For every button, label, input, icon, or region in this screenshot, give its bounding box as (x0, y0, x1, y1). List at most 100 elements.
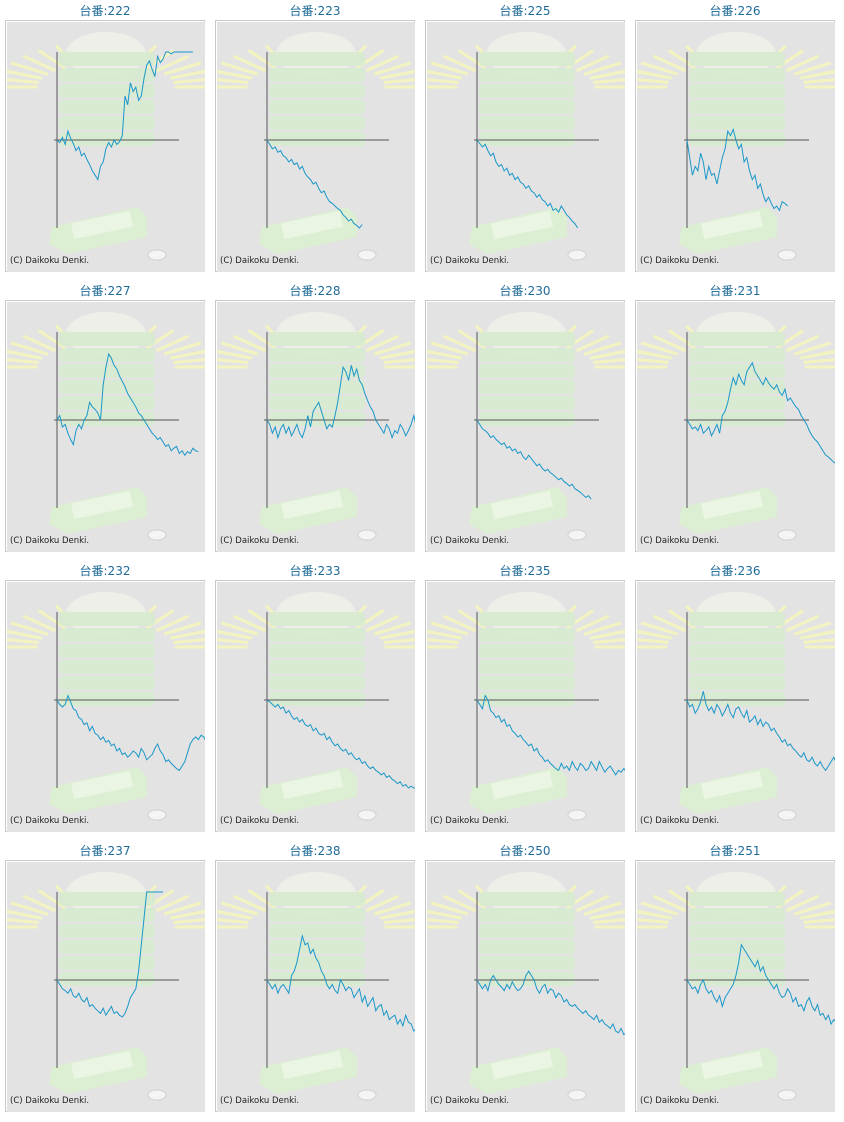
machine-number-title[interactable]: 台番:251 (709, 844, 761, 858)
graph-frame: (C) Daikoku Denki. (5, 20, 205, 272)
machine-number-title[interactable]: 台番:223 (289, 4, 341, 18)
bottom-tray-inner (280, 1050, 344, 1080)
machine-number-title[interactable]: 台番:235 (499, 564, 551, 578)
copyright-text: (C) Daikoku Denki. (430, 816, 509, 826)
machine-number-title[interactable]: 台番:238 (289, 844, 341, 858)
machine-number-title[interactable]: 台番:233 (289, 564, 341, 578)
sun-ray (584, 341, 622, 356)
tray-shape (689, 892, 785, 906)
sun-ray (233, 615, 266, 632)
machine-number-title[interactable]: 台番:236 (709, 564, 761, 578)
machine-number-title[interactable]: 台番:250 (499, 844, 551, 858)
sun-ray (156, 55, 189, 72)
tray-shape (269, 956, 365, 970)
machine-number-title[interactable]: 台番:222 (79, 4, 131, 18)
data-series-line (56, 51, 193, 181)
slump-graph: (C) Daikoku Denki. (427, 22, 625, 272)
copyright-text: (C) Daikoku Denki. (220, 816, 299, 826)
slump-graph: (C) Daikoku Denki. (217, 582, 415, 832)
machine-number-title[interactable]: 台番:232 (79, 564, 131, 578)
sun-ray (653, 895, 686, 912)
tray-shape (689, 332, 785, 346)
bottom-tray-inner (490, 210, 554, 240)
sun-ray (786, 335, 819, 352)
data-series-line (476, 139, 579, 229)
graph-frame: (C) Daikoku Denki. (215, 300, 415, 552)
tray-shape (479, 348, 575, 362)
machine-number-title[interactable]: 台番:227 (79, 284, 131, 298)
sun-ray (430, 621, 468, 636)
tray-shape (689, 676, 785, 690)
tray-shape (479, 692, 575, 706)
sun-ray (217, 78, 249, 84)
machine-number-title[interactable]: 台番:226 (709, 4, 761, 18)
sun-ray (794, 901, 832, 916)
tray-shape (479, 332, 575, 346)
tray-shape (689, 972, 785, 986)
coin-shape (357, 529, 377, 541)
graph-frame: (C) Daikoku Denki. (5, 300, 205, 552)
tray-shape (59, 676, 155, 690)
machine-illustration-watermark (217, 592, 415, 821)
sun-ray (427, 78, 459, 84)
data-series-line (266, 699, 415, 789)
machine-illustration-watermark (427, 32, 625, 261)
sun-ray (7, 918, 39, 924)
sun-ray (803, 638, 835, 644)
machine-graph-cell: 台番:237 (C) Daikoku Denki. (5, 840, 205, 1112)
copyright-text: (C) Daikoku Denki. (430, 256, 509, 266)
sun-ray (589, 69, 625, 80)
machine-graph-cell: 台番:230 (C) Daikoku Denki. (425, 280, 625, 552)
machine-number-title[interactable]: 台番:231 (709, 284, 761, 298)
tray-shape (59, 956, 155, 970)
sun-ray (794, 341, 832, 356)
machine-number-title[interactable]: 台番:228 (289, 284, 341, 298)
tray-shape (269, 84, 365, 98)
machine-number-title[interactable]: 台番:230 (499, 284, 551, 298)
sun-ray (366, 55, 399, 72)
bottom-tray-inner (70, 490, 134, 520)
sun-ray (156, 335, 189, 352)
sun-ray (794, 621, 832, 636)
data-series-line (476, 694, 625, 776)
sun-ray (593, 358, 625, 364)
sun-ray (427, 69, 463, 80)
tray-shape (689, 380, 785, 394)
machine-illustration-watermark (7, 312, 205, 541)
tray-shape (689, 84, 785, 98)
sun-ray (640, 341, 678, 356)
tray-shape (479, 380, 575, 394)
sun-ray (786, 895, 819, 912)
sun-ray (584, 621, 622, 636)
graph-frame: (C) Daikoku Denki. (635, 860, 835, 1112)
slump-graph: (C) Daikoku Denki. (637, 582, 835, 832)
sun-ray (379, 349, 415, 360)
machine-number-title[interactable]: 台番:237 (79, 844, 131, 858)
copyright-text: (C) Daikoku Denki. (640, 816, 719, 826)
data-series-line (266, 139, 363, 229)
tray-shape (269, 116, 365, 130)
machine-number-title[interactable]: 台番:225 (499, 4, 551, 18)
graph-frame: (C) Daikoku Denki. (215, 20, 415, 272)
copyright-text: (C) Daikoku Denki. (10, 536, 89, 546)
tray-shape (59, 396, 155, 410)
tray-shape (689, 132, 785, 146)
bottom-tray-inner (490, 1050, 554, 1080)
sun-ray (169, 349, 205, 360)
tray-shape (689, 956, 785, 970)
tray-shape (269, 100, 365, 114)
sun-ray (786, 55, 819, 72)
coin-shape (567, 1089, 587, 1101)
coin-shape (567, 249, 587, 261)
sun-ray (427, 358, 459, 364)
tray-shape (59, 628, 155, 642)
graph-frame: (C) Daikoku Denki. (5, 860, 205, 1112)
copyright-text: (C) Daikoku Denki. (10, 816, 89, 826)
tray-shape (689, 116, 785, 130)
tray-shape (689, 644, 785, 658)
sun-ray (366, 895, 399, 912)
coin-shape (777, 1089, 797, 1101)
tray-shape (479, 84, 575, 98)
tray-shape (479, 100, 575, 114)
sun-ray (653, 335, 686, 352)
